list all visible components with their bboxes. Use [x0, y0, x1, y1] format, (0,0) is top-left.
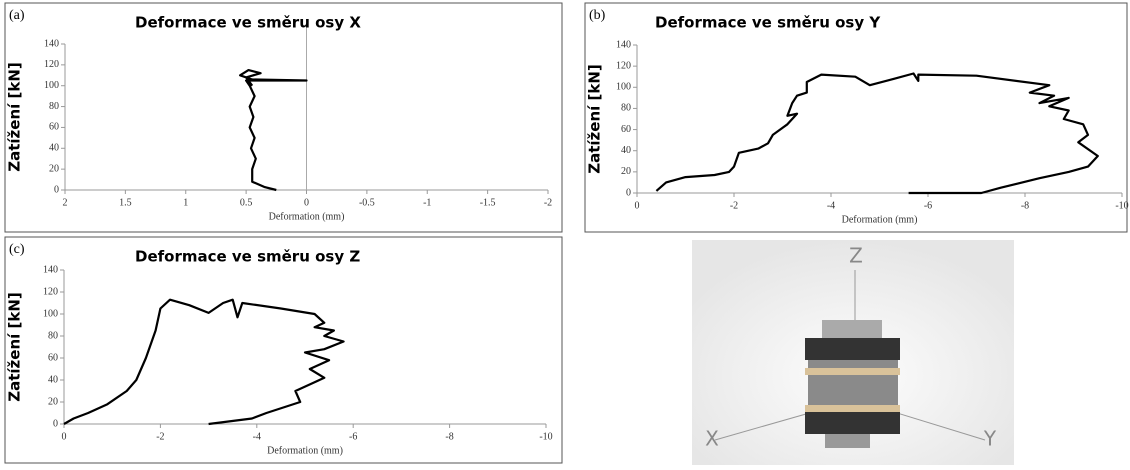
x-tick-label: 0: [304, 197, 309, 208]
y-tick-label: 80: [49, 101, 59, 112]
y-axis-label: Zatížení [kN]: [6, 62, 24, 172]
x-tick-label: 0.5: [240, 197, 253, 208]
y-tick-label: 40: [49, 143, 59, 154]
y-tick-label: 120: [44, 59, 59, 70]
y-tick-label: 120: [43, 286, 58, 297]
band: [805, 405, 900, 412]
y-tick-label: 0: [54, 184, 59, 195]
x-tick-label: -2: [544, 197, 552, 208]
x-tick-label: -1.5: [480, 197, 496, 208]
top-block: [805, 338, 900, 360]
axis-label: Z: [849, 244, 863, 268]
bottom-block: [805, 412, 900, 434]
chart-title: Deformace ve směru osy X: [135, 14, 361, 32]
x-tick-label: -8: [1021, 200, 1029, 211]
chart-title: Deformace ve směru osy Z: [135, 248, 360, 266]
x-tick-label: -4: [827, 200, 835, 211]
x-tick-label: 0: [62, 431, 67, 442]
y-tick-label: 60: [48, 352, 58, 363]
y-tick-label: 60: [49, 122, 59, 133]
data-line: [240, 70, 306, 190]
y-tick-label: 40: [621, 145, 631, 156]
x-tick-label: -10: [539, 431, 552, 442]
y-tick-label: 140: [44, 38, 59, 49]
y-tick-label: 120: [616, 60, 631, 71]
data-line: [656, 74, 1097, 194]
figure: Z X Y 0 20 40 60 80 100 120 140 2 1.5 1 0.5 0 -0.5 -1 -…: [0, 0, 1130, 465]
data-line: [64, 300, 344, 424]
y-tick-label: 20: [621, 166, 631, 177]
panel-frame: [585, 3, 1127, 232]
x-tick-label: -8: [445, 431, 453, 442]
panel-frame: [5, 3, 562, 232]
band: [805, 368, 900, 375]
x-axis-label: Deformation (mm): [269, 211, 345, 222]
x-tick-label: -6: [349, 431, 357, 442]
x-tick-label: -6: [924, 200, 932, 211]
x-tick-label: -0.5: [359, 197, 375, 208]
y-axis-label: Zatížení [kN]: [586, 64, 604, 174]
x-tick-label: -4: [253, 431, 261, 442]
panel-label: (b): [589, 8, 606, 23]
x-tick-label: 1: [183, 197, 188, 208]
y-tick-label: 20: [49, 163, 59, 174]
x-tick-label: 2: [63, 197, 68, 208]
x-tick-label: -10: [1115, 200, 1128, 211]
y-tick-label: 100: [43, 308, 58, 319]
y-tick-label: 60: [621, 124, 631, 135]
y-tick-label: 80: [48, 330, 58, 341]
y-tick-label: 80: [621, 103, 631, 114]
y-tick-label: 0: [53, 418, 58, 429]
x-axis-label: Deformation (mm): [267, 445, 343, 456]
panel-label: (c): [9, 242, 25, 257]
x-axis-label: Deformation (mm): [842, 214, 918, 225]
axis-label: Y: [983, 427, 997, 451]
x-tick-label: -1: [423, 197, 431, 208]
chart-title: Deformace ve směru osy Y: [655, 14, 881, 32]
y-tick-label: 140: [43, 264, 58, 275]
panel-frame: [5, 237, 562, 463]
y-tick-label: 100: [44, 80, 59, 91]
x-tick-label: 1.5: [119, 197, 132, 208]
x-tick-label: -2: [156, 431, 164, 442]
panel-label: (a): [9, 8, 25, 23]
axis-label: X: [705, 427, 719, 451]
x-tick-label: 0: [635, 200, 640, 211]
y-tick-label: 0: [626, 187, 631, 198]
y-tick-label: 100: [616, 82, 631, 93]
y-tick-label: 40: [48, 374, 58, 385]
bottom-plate: [825, 434, 870, 448]
x-tick-label: -2: [730, 200, 738, 211]
model-image: Z X Y: [692, 240, 1014, 465]
page: Z X Y 0 20 40 60 80 100 120 140 2 1.5 1 0.5 0 -0.5 -1 -…: [0, 0, 1130, 465]
y-tick-label: 20: [48, 396, 58, 407]
y-axis-label: Zatížení [kN]: [6, 292, 24, 402]
y-tick-label: 140: [616, 39, 631, 50]
